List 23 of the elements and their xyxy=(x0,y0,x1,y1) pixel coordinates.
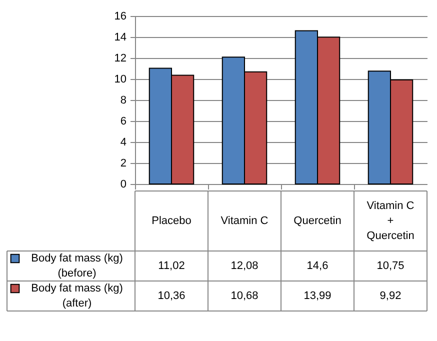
x-tick-label: Placebo xyxy=(152,215,192,227)
x-tick-label: Quercetin xyxy=(294,215,342,227)
y-tick-label: 16 xyxy=(114,10,126,22)
y-tick-label: 14 xyxy=(114,32,126,44)
data-label: 14,6 xyxy=(306,260,328,272)
y-tick-label: 4 xyxy=(120,136,126,148)
y-tick-label: 10 xyxy=(114,74,126,86)
y-tick-label: 12 xyxy=(114,52,126,64)
legend-label: Body fat mass (kg) (before) xyxy=(31,252,123,280)
y-tick-label: 8 xyxy=(120,94,126,106)
data-label: 10,75 xyxy=(376,260,404,272)
data-label: 12,08 xyxy=(230,260,258,272)
y-tick-label: 6 xyxy=(120,116,126,128)
data-label: 10,68 xyxy=(230,290,258,302)
y-tick-label: 0 xyxy=(120,178,126,190)
x-tick-label: Vitamin C + Quercetin xyxy=(366,200,414,242)
legend-label: Body fat mass (kg) (after) xyxy=(31,282,123,310)
data-label: 9,92 xyxy=(380,290,402,302)
y-tick-label: 2 xyxy=(120,158,126,170)
data-label: 13,99 xyxy=(304,290,332,302)
data-label: 10,36 xyxy=(158,290,186,302)
data-label: 11,02 xyxy=(158,260,185,272)
x-tick-label: Vitamin C xyxy=(220,215,268,227)
